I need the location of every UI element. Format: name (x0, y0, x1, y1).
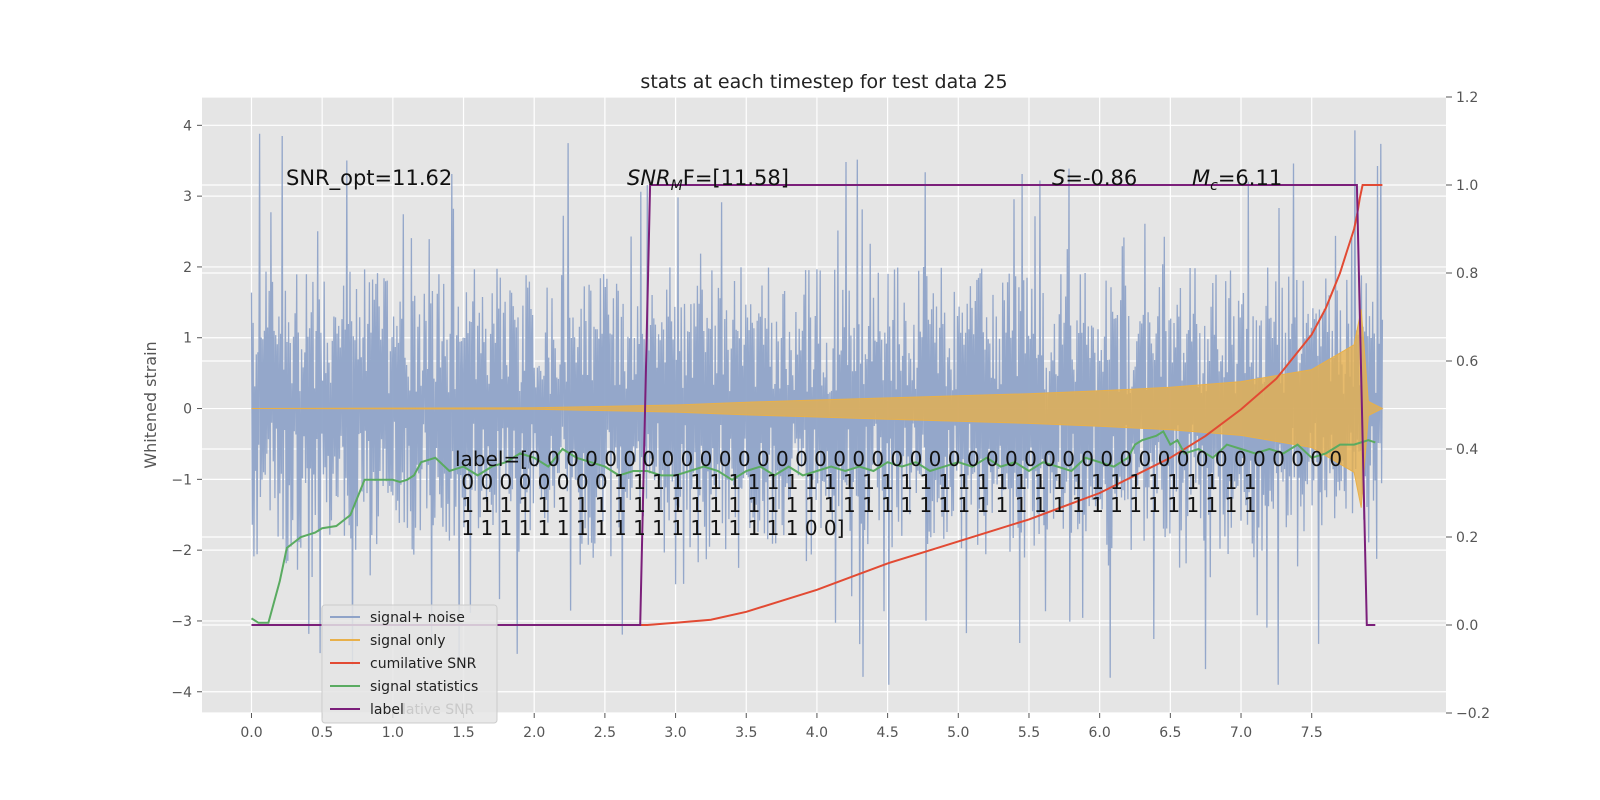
y-tick-label: −3 (171, 614, 192, 630)
x-tick-label: 4.0 (806, 725, 828, 741)
stat-s-symbol: S (1052, 166, 1065, 190)
series-cumilative-snr (251, 184, 1383, 626)
label-text-line: label=[0 0 0 0 0 0 0 0 0 0 0 0 0 0 0 0 0… (455, 447, 1342, 471)
snr-mf-main: SNR (627, 166, 671, 190)
legend-overlap-text: lative SNR (402, 702, 475, 718)
y-axis-label: Whitened strain (141, 341, 160, 468)
legend-box (321, 604, 498, 724)
annotation-stat-s: S=-0.86 (1052, 166, 1137, 190)
svg-text:Mc=6.11: Mc=6.11 (1192, 166, 1282, 194)
x-axis: 0.0 0.5 1.0 1.5 2.0 2.5 3.0 3.5 4.0 4.5 5.0 5.5 6.0 6… (240, 713, 1323, 741)
snr-mf-tail: F=[11.58] (683, 166, 789, 190)
y-tick-label: 4 (183, 118, 192, 134)
x-tick-label: 3.0 (664, 725, 686, 741)
series-signal-statistics (250, 429, 1376, 624)
x-tick-label: 5.5 (1018, 725, 1040, 741)
y-tick-label: 0 (183, 402, 192, 418)
label-array-text: label=[0 0 0 0 0 0 0 0 0 0 0 0 0 0 0 0 0… (455, 447, 1342, 540)
x-tick-label: 6.5 (1159, 725, 1181, 741)
y2-tick-label: 0.2 (1456, 530, 1478, 546)
y-tick-label: 2 (183, 260, 192, 276)
chart-title: stats at each timestep for test data 25 (640, 71, 1007, 93)
y2-tick-label: 0.0 (1456, 618, 1478, 634)
y-tick-label: −4 (171, 685, 192, 701)
svg-text:SNRMF=[11.58]: SNRMF=[11.58] (627, 166, 789, 194)
legend-entry: label (370, 702, 404, 718)
mc-sub: c (1210, 178, 1218, 194)
y-axis-right: 1.2 1.0 0.8 0.6 0.4 0.2 0.0 −0.2 (1446, 90, 1490, 722)
y2-tick-label: 0.8 (1456, 266, 1478, 282)
mc-symbol: M (1192, 166, 1210, 190)
legend-entry: signal+ noise (370, 610, 465, 626)
x-tick-label: 4.5 (876, 725, 898, 741)
svg-text:S=-0.86: S=-0.86 (1052, 166, 1137, 190)
legend-entry: signal statistics (370, 679, 478, 695)
annotation-snr-mf: SNRMF=[11.58] (627, 166, 789, 194)
y2-tick-label: 1.0 (1456, 178, 1478, 194)
x-tick-label: 0.0 (240, 725, 262, 741)
x-tick-label: 3.5 (735, 725, 757, 741)
series-label (251, 184, 1376, 626)
legend: lative SNR signal+ noise signal only cumil… (321, 604, 498, 724)
x-tick-label: 7.0 (1230, 725, 1252, 741)
x-tick-label: 2.5 (594, 725, 616, 741)
legend-entry: cumilative SNR (370, 656, 477, 672)
x-tick-label: 5.0 (947, 725, 969, 741)
series-layer (250, 184, 1384, 626)
label-text-line: 1 1 1 1 1 1 1 1 1 1 1 1 1 1 1 1 1 1 0 0] (455, 516, 844, 540)
x-tick-label: 1.5 (452, 725, 474, 741)
y-tick-label: −1 (171, 472, 192, 488)
y-tick-label: 1 (183, 331, 192, 347)
stat-s-value: =-0.86 (1065, 166, 1137, 190)
y2-tick-label: 1.2 (1456, 90, 1478, 106)
annotation-mc: Mc=6.11 (1192, 166, 1282, 194)
legend-items: signal+ noise signal only cumilative SNR si… (330, 610, 478, 718)
legend-entry: signal only (370, 633, 445, 649)
x-tick-label: 1.0 (382, 725, 404, 741)
x-tick-label: 6.0 (1089, 725, 1111, 741)
label-text-line: 1 1 1 1 1 1 1 1 1 1 1 1 1 1 1 1 1 1 1 1 … (455, 493, 1256, 517)
y2-tick-label: 0.6 (1456, 354, 1478, 370)
mc-value: =6.11 (1218, 166, 1282, 190)
x-tick-label: 7.5 (1301, 725, 1323, 741)
y-tick-label: 3 (183, 189, 192, 205)
y-axis-left: 4 3 2 1 0 −1 −2 −3 −4 (171, 118, 202, 701)
y-tick-label: −2 (171, 543, 192, 559)
snr-mf-sub: M (671, 178, 683, 194)
label-text-line: 0 0 0 0 0 0 0 0 1 1 1 1 1 1 1 1 1 1 1 1 … (455, 470, 1256, 494)
annotation-snr-opt: SNR_opt=11.62 (286, 166, 452, 191)
series-signal-only (251, 309, 1384, 508)
y2-tick-label: −0.2 (1456, 706, 1490, 722)
x-tick-label: 0.5 (311, 725, 333, 741)
x-tick-label: 2.0 (523, 725, 545, 741)
y2-tick-label: 0.4 (1456, 442, 1478, 458)
svg-text:SNR_opt=11.62: SNR_opt=11.62 (286, 166, 452, 191)
